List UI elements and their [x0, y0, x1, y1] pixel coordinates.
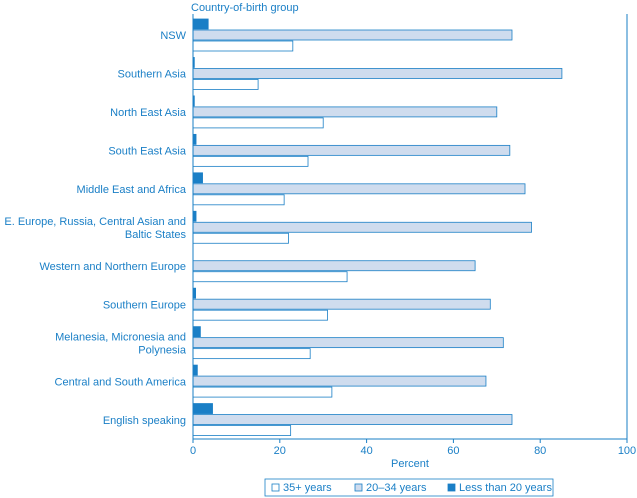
bar-20to34	[192, 29, 513, 41]
x-axis-title: Percent	[391, 458, 429, 470]
category-group: Southern Europe	[103, 287, 491, 321]
legend-label: 20–34 years	[366, 482, 427, 494]
legend-swatch	[271, 483, 280, 492]
category-label: Baltic States	[125, 229, 187, 241]
category-label: South East Asia	[108, 146, 187, 158]
legend-item: Less than 20 years	[447, 482, 552, 494]
legend-label: 35+ years	[283, 482, 332, 494]
bar-20to34	[192, 375, 487, 387]
y-axis-title: Country-of-birth group	[191, 2, 299, 14]
bar-35plus	[192, 386, 333, 398]
bar-35plus	[192, 117, 324, 129]
category-group: Central and South America	[55, 364, 487, 398]
category-label: Middle East and Africa	[77, 184, 187, 196]
bar-under20	[192, 403, 213, 414]
category-group: English speaking	[103, 403, 513, 436]
bar-35plus	[192, 348, 311, 360]
bar-under20	[192, 326, 201, 338]
bar-35plus	[192, 271, 348, 283]
legend-swatch	[447, 483, 456, 492]
x-tick-label: 80	[534, 445, 546, 457]
plot-area: NSW Southern Asia North East Asia South Eas…	[4, 14, 636, 457]
category-group: North East Asia	[110, 95, 498, 129]
x-tick-label: 60	[447, 445, 459, 457]
category-label: Melanesia, Micronesia and	[55, 331, 186, 343]
bar-35plus	[192, 232, 289, 244]
category-label: Southern Europe	[103, 299, 186, 311]
category-group: E. Europe, Russia, Central Asian andBalt…	[4, 210, 532, 244]
x-tick-label: 100	[618, 445, 636, 457]
bar-35plus	[192, 194, 285, 206]
bar-35plus	[192, 40, 294, 52]
legend-swatch	[354, 483, 363, 492]
category-label: Polynesia	[138, 344, 187, 356]
category-label: NSW	[160, 30, 186, 42]
category-group: Middle East and Africa	[77, 172, 526, 206]
bar-35plus	[192, 425, 292, 436]
category-label: Western and Northern Europe	[39, 261, 186, 273]
bar-under20	[192, 172, 203, 184]
bar-20to34	[192, 414, 513, 425]
bar-20to34	[192, 106, 498, 118]
category-group: Western and Northern Europe	[39, 260, 476, 283]
category-label: North East Asia	[110, 107, 187, 119]
x-tick-label: 20	[274, 445, 286, 457]
category-group: South East Asia	[108, 133, 511, 167]
category-label: English speaking	[103, 415, 186, 427]
legend-box	[264, 478, 554, 497]
bar-20to34	[192, 221, 532, 233]
bar-20to34	[192, 298, 491, 310]
category-group: NSW	[160, 18, 513, 52]
legend: 35+ years 20–34 years Less than 20 years	[264, 478, 554, 497]
legend-item: 20–34 years	[354, 482, 427, 494]
bar-20to34	[192, 144, 511, 156]
bar-20to34	[192, 337, 504, 349]
category-group: Southern Asia	[118, 57, 563, 90]
bar-35plus	[192, 155, 309, 167]
x-tick-label: 0	[190, 445, 196, 457]
bar-under20	[192, 364, 198, 376]
bar-20to34	[192, 260, 476, 272]
bar-35plus	[192, 309, 328, 321]
category-label: Southern Asia	[118, 69, 187, 81]
category-label: Central and South America	[55, 376, 187, 388]
bar-35plus	[192, 79, 259, 90]
category-label: E. Europe, Russia, Central Asian and	[4, 216, 186, 228]
bar-20to34	[192, 68, 563, 79]
legend-label: Less than 20 years	[459, 482, 552, 494]
bar-under20	[192, 18, 209, 30]
bar-20to34	[192, 183, 526, 195]
legend-item: 35+ years	[271, 482, 332, 494]
x-tick-label: 40	[360, 445, 372, 457]
